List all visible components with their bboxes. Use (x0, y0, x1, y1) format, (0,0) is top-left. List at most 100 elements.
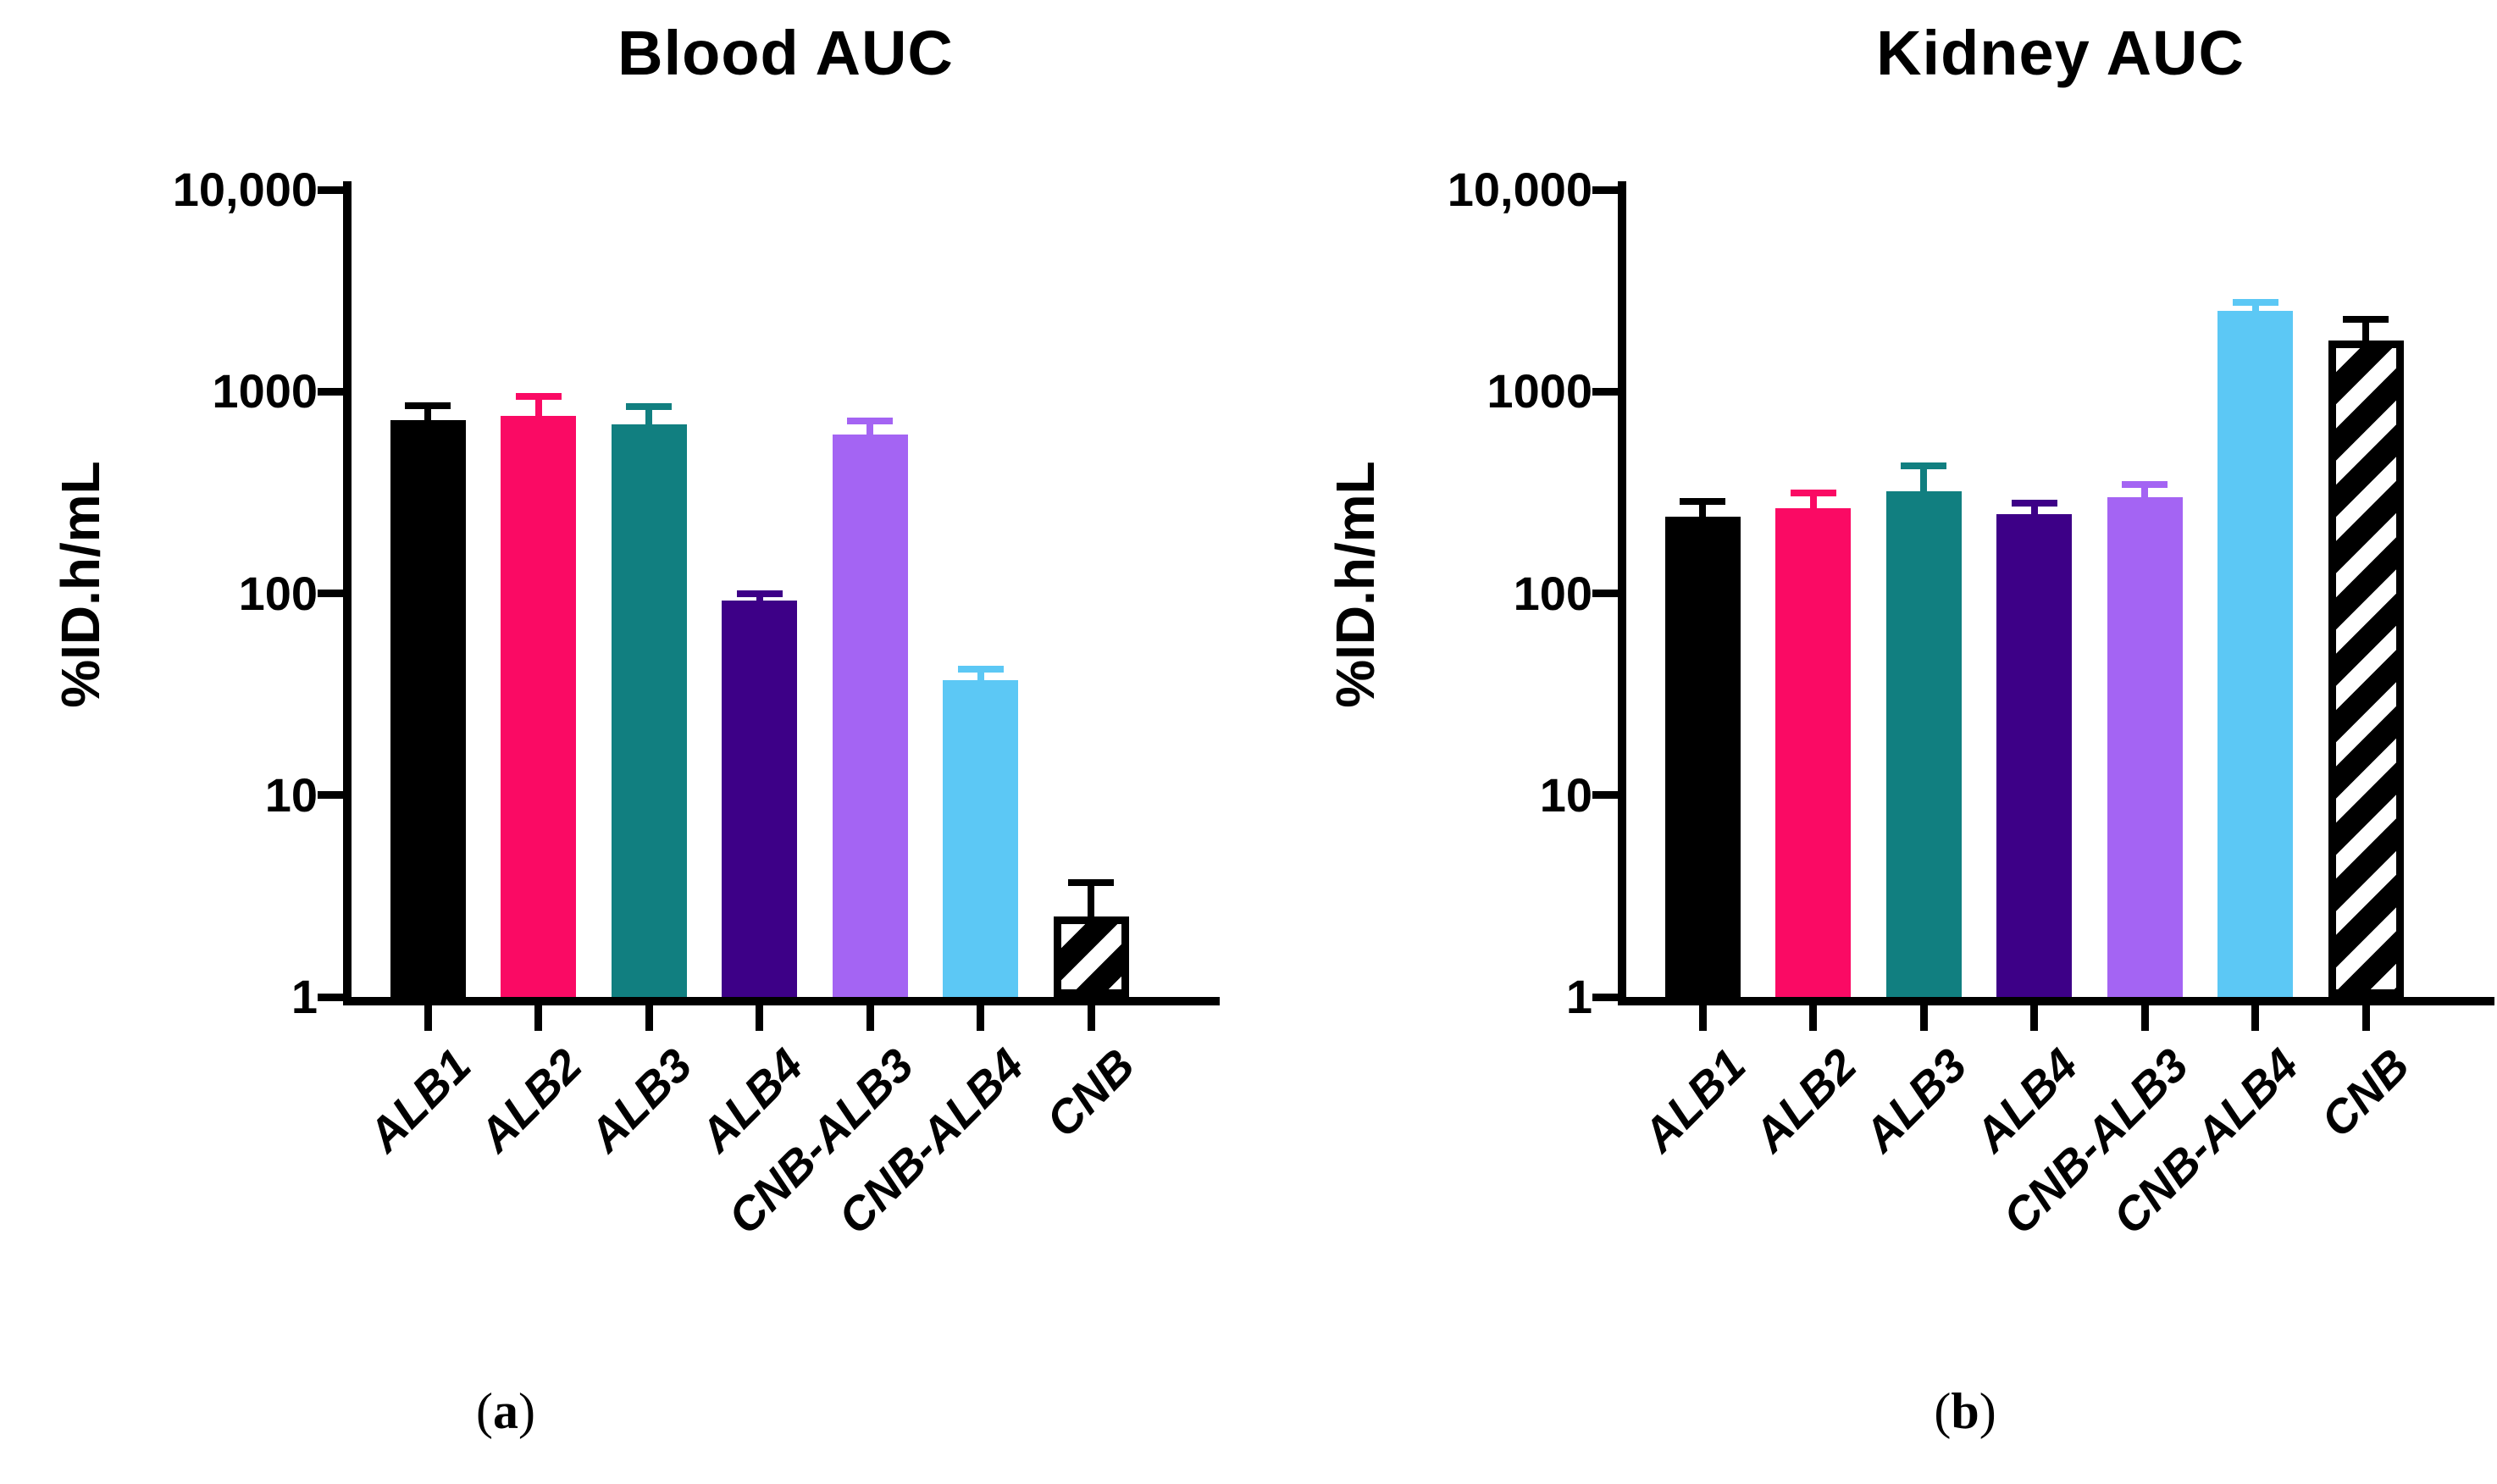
x-tick-label-ALB1: ALB1 (357, 1038, 482, 1162)
bar-CNB-ALB3 (2107, 496, 2183, 997)
error-bar-stem-ALB4 (2030, 502, 2038, 515)
y-axis-line (1618, 181, 1626, 1005)
x-tick-ALB2 (1809, 1005, 1817, 1031)
panel-label-b-close-paren: ) (1979, 1383, 1996, 1439)
error-bar-cap-ALB4 (736, 590, 783, 597)
error-bar-stem-CNB-ALB4 (977, 669, 984, 681)
chart-title-kidney-auc: Kidney AUC (1876, 18, 2245, 88)
bar-ALB4 (1996, 514, 2072, 997)
y-tick-1000 (318, 387, 343, 396)
bar-CNB-ALB4 (943, 680, 1018, 997)
panel-label-b-letter: b (1951, 1383, 1979, 1439)
error-bar-cap-CNB (1068, 878, 1114, 886)
y-tick-1 (1592, 993, 1618, 1001)
error-bar-stem-ALB1 (1699, 501, 1706, 517)
y-tick-label-1: 1 (1565, 970, 1592, 1023)
error-bar-cap-ALB1 (405, 402, 451, 410)
bar-CNB-ALB3 (832, 435, 908, 997)
error-bar-cap-ALB1 (1680, 498, 1725, 506)
y-tick-label-1000: 1000 (212, 364, 318, 418)
error-bar-cap-CNB (2343, 316, 2389, 324)
y-tick-10 (318, 791, 343, 800)
panel-label-a-close-paren: ) (518, 1383, 535, 1439)
x-axis-line (1618, 997, 2494, 1005)
x-axis-line (343, 997, 1220, 1005)
x-tick-label-ALB1: ALB1 (1632, 1038, 1757, 1162)
x-tick-ALB4 (2030, 1005, 2038, 1031)
error-bar-cap-CNB-ALB4 (957, 666, 1004, 673)
error-bar-stem-CNB (1088, 882, 1094, 917)
x-tick-CNB-ALB4 (977, 1005, 984, 1031)
x-tick-label-ALB2: ALB2 (468, 1038, 592, 1162)
error-bar-cap-ALB2 (1790, 490, 1836, 497)
bar-CNB (1053, 916, 1129, 997)
x-tick-ALB3 (645, 1005, 653, 1031)
y-tick-label-100: 100 (238, 566, 318, 620)
bar-ALB2 (1775, 508, 1851, 997)
error-bar-cap-ALB4 (2011, 499, 2057, 507)
y-tick-10,000 (318, 186, 343, 194)
y-tick-label-10,000: 10,000 (172, 163, 318, 216)
y-tick-100 (318, 590, 343, 597)
x-tick-label-ALB3: ALB3 (579, 1038, 703, 1162)
x-tick-ALB2 (534, 1005, 542, 1031)
bar-ALB4 (722, 601, 797, 997)
error-bar-cap-CNB-ALB4 (2232, 299, 2278, 307)
panel-label-b-open-paren: ( (1934, 1383, 1952, 1439)
error-bar-stem-ALB1 (424, 406, 431, 421)
y-tick-10 (1592, 791, 1618, 800)
error-bar-cap-ALB3 (626, 402, 672, 410)
error-bar-stem-ALB4 (756, 593, 763, 601)
bar-ALB1 (1664, 516, 1741, 997)
error-bar-cap-CNB-ALB3 (2122, 481, 2168, 489)
error-bar-stem-ALB2 (1809, 493, 1817, 509)
x-tick-ALB3 (1919, 1005, 1928, 1031)
chart-title-blood-auc: Blood AUC (617, 18, 954, 88)
x-tick-label-CNB: CNB (2310, 1038, 2420, 1148)
bar-CNB-ALB4 (2217, 311, 2293, 997)
panel-label-a-open-paren: ( (476, 1383, 493, 1439)
bar-CNB (2328, 340, 2404, 997)
plot-area-blood-auc: 1 10 100 1000 10,000 ALB1 ALB2 ALB3 ALB4 CNB-ALB3… (173, 166, 1220, 1244)
y-tick-1000 (1592, 387, 1618, 396)
y-tick-label-10: 10 (1539, 767, 1592, 822)
error-bar-stem-ALB3 (1920, 465, 1927, 492)
y-tick-label-1000: 1000 (1487, 364, 1592, 418)
y-tick-10,000 (1592, 186, 1618, 194)
x-tick-label-ALB3: ALB3 (1853, 1038, 1978, 1162)
x-tick-CNB-ALB3 (2140, 1005, 2149, 1031)
error-bar-cap-ALB3 (1901, 462, 1946, 469)
x-tick-CNB-ALB3 (866, 1005, 874, 1031)
panel-label-a-letter: a (493, 1383, 518, 1439)
error-bar-cap-ALB2 (515, 392, 562, 400)
y-tick-label-1: 1 (291, 970, 318, 1023)
bar-ALB1 (390, 420, 466, 997)
y-tick-label-10: 10 (264, 767, 318, 822)
bar-ALB3 (611, 424, 687, 997)
error-bar-stem-ALB2 (534, 396, 542, 416)
panel-label-a: (a) (379, 1382, 633, 1441)
x-tick-ALB4 (756, 1005, 763, 1031)
y-tick-label-10,000: 10,000 (1447, 163, 1592, 216)
error-bar-stem-CNB-ALB3 (2141, 485, 2148, 497)
x-tick-CNB-ALB4 (2251, 1005, 2259, 1031)
error-bar-stem-CNB-ALB4 (2251, 302, 2259, 312)
x-tick-label-ALB2: ALB2 (1743, 1038, 1867, 1162)
x-tick-ALB1 (424, 1005, 432, 1031)
x-tick-CNB (1087, 1005, 1095, 1031)
error-bar-cap-CNB-ALB3 (847, 417, 893, 424)
x-tick-CNB (2361, 1005, 2370, 1031)
error-bar-stem-ALB3 (645, 406, 652, 424)
error-bar-stem-CNB-ALB3 (866, 420, 873, 435)
plot-area-kidney-auc: 1 10 100 1000 10,000 ALB1 ALB2 ALB3 ALB4 CNB-ALB3… (1448, 166, 2494, 1244)
bar-ALB2 (501, 415, 576, 997)
x-tick-label-CNB: CNB (1035, 1038, 1145, 1148)
error-bar-stem-CNB (2362, 319, 2369, 341)
panel-label-b: (b) (1838, 1382, 2092, 1441)
y-tick-label-100: 100 (1513, 566, 1592, 620)
y-tick-1 (318, 993, 343, 1001)
x-tick-ALB1 (1698, 1005, 1707, 1031)
bar-ALB3 (1885, 491, 1962, 997)
y-axis-line (343, 181, 352, 1005)
